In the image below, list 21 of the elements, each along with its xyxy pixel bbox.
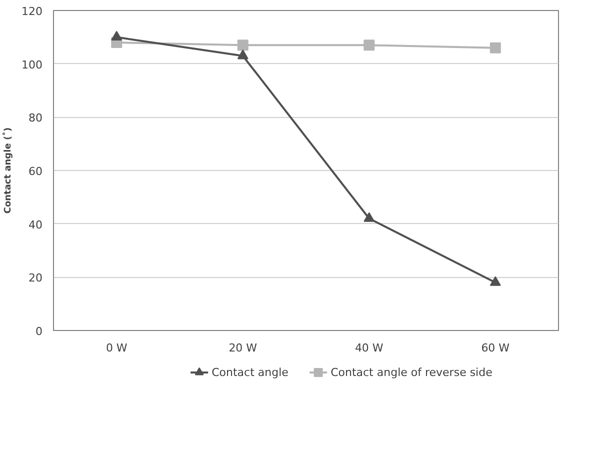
point	[364, 40, 375, 51]
point	[237, 40, 248, 51]
x-tick-label: 60 W	[481, 342, 510, 354]
y-tick-label: 0	[36, 325, 42, 338]
y-tick-label: 60	[28, 165, 43, 178]
y-tick-label: 40	[28, 218, 43, 232]
point	[237, 50, 248, 60]
x-tick-label: 20 W	[228, 342, 258, 354]
y-tick-label: 20	[28, 272, 43, 285]
x-tick-label: 40 W	[354, 342, 384, 354]
y-tick-label: 120	[22, 5, 43, 18]
legend-label: Contact angle	[212, 366, 289, 379]
point	[111, 30, 122, 41]
y-tick-label: 80	[28, 112, 43, 125]
legend-label: Contact angle of reverse side	[330, 366, 493, 379]
y-axis-title: Contact angle (˚)	[2, 127, 14, 214]
point	[364, 212, 375, 222]
y-tick-label: 100	[22, 58, 43, 72]
point	[490, 276, 501, 286]
x-tick-label: 0 W	[106, 342, 128, 354]
point	[490, 42, 501, 54]
